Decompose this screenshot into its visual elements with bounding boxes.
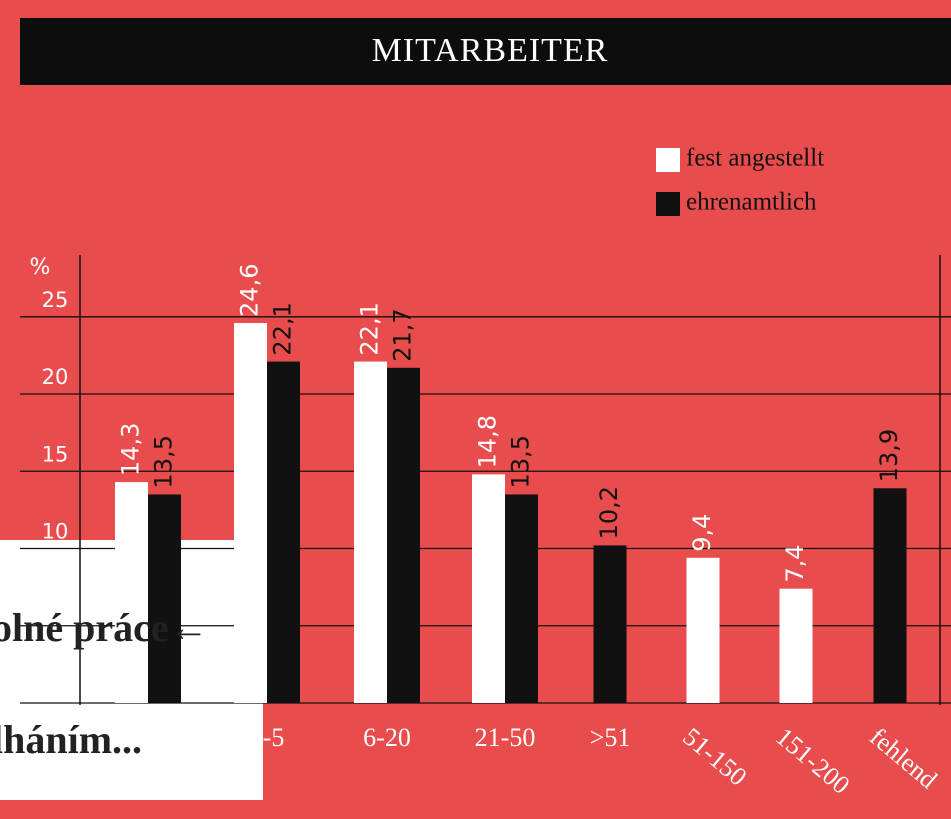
y-tick-label: 5 <box>48 597 61 621</box>
overlay-text: olné práce← <box>0 605 209 650</box>
bar <box>354 361 387 703</box>
title-bar <box>20 18 951 85</box>
overlay-text: lháním... <box>0 717 142 762</box>
value-label: 9,4 <box>688 514 716 552</box>
bar <box>472 474 505 703</box>
chart-title: MITARBEITER <box>372 32 609 69</box>
x-tick-label: 21-50 <box>475 723 536 752</box>
bar <box>234 322 267 703</box>
legend-swatch <box>656 148 680 172</box>
y-unit: % <box>30 255 51 280</box>
y-tick-label: 10 <box>42 520 69 544</box>
y-tick-label: 25 <box>42 288 69 312</box>
x-tick-label: 0 <box>142 723 155 752</box>
value-label: 22,1 <box>269 302 297 355</box>
value-label: 14,3 <box>117 423 145 476</box>
x-tick-label: 6-20 <box>363 723 411 752</box>
x-tick-label: >51 <box>590 723 631 752</box>
bar <box>267 361 300 703</box>
value-label: 14,8 <box>474 415 502 468</box>
legend-label: ehrenamtlich <box>686 189 817 216</box>
x-tick-label: 1-5 <box>250 723 285 752</box>
value-label: 13,5 <box>507 435 535 488</box>
bar <box>387 367 420 703</box>
bar <box>505 494 538 703</box>
value-label: 10,2 <box>595 486 623 539</box>
value-label: 24,6 <box>236 264 264 317</box>
bar <box>873 488 907 703</box>
bar <box>148 494 181 703</box>
value-label: 22,1 <box>356 302 384 355</box>
value-label: 21,7 <box>389 308 417 361</box>
value-label: 7,4 <box>781 545 809 583</box>
value-label: 13,5 <box>150 435 178 488</box>
legend-swatch <box>656 192 680 216</box>
bar <box>593 545 627 703</box>
bar <box>686 557 720 703</box>
y-tick-label: 0 <box>48 674 61 698</box>
y-tick-label: 20 <box>42 365 69 389</box>
y-tick-label: 15 <box>42 442 69 466</box>
bar <box>115 482 148 703</box>
bar <box>779 588 813 703</box>
value-label: 13,9 <box>875 429 903 482</box>
legend-label: fest angestellt <box>686 145 824 172</box>
